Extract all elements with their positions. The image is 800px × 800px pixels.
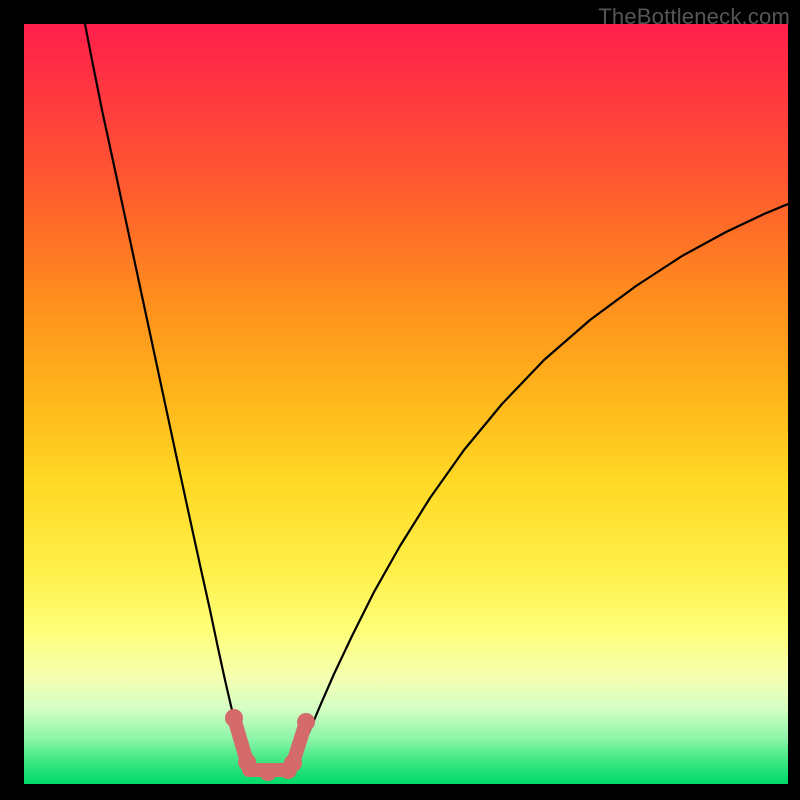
marker-dot	[284, 754, 302, 772]
marker-dot	[259, 763, 277, 781]
marker-dot	[297, 713, 315, 731]
bottleneck-chart-svg	[0, 0, 800, 800]
watermark-text: TheBottleneck.com	[598, 4, 790, 30]
chart-background-gradient	[24, 24, 788, 784]
marker-dot	[225, 709, 243, 727]
marker-dot	[238, 753, 256, 771]
chart-container: TheBottleneck.com	[0, 0, 800, 800]
